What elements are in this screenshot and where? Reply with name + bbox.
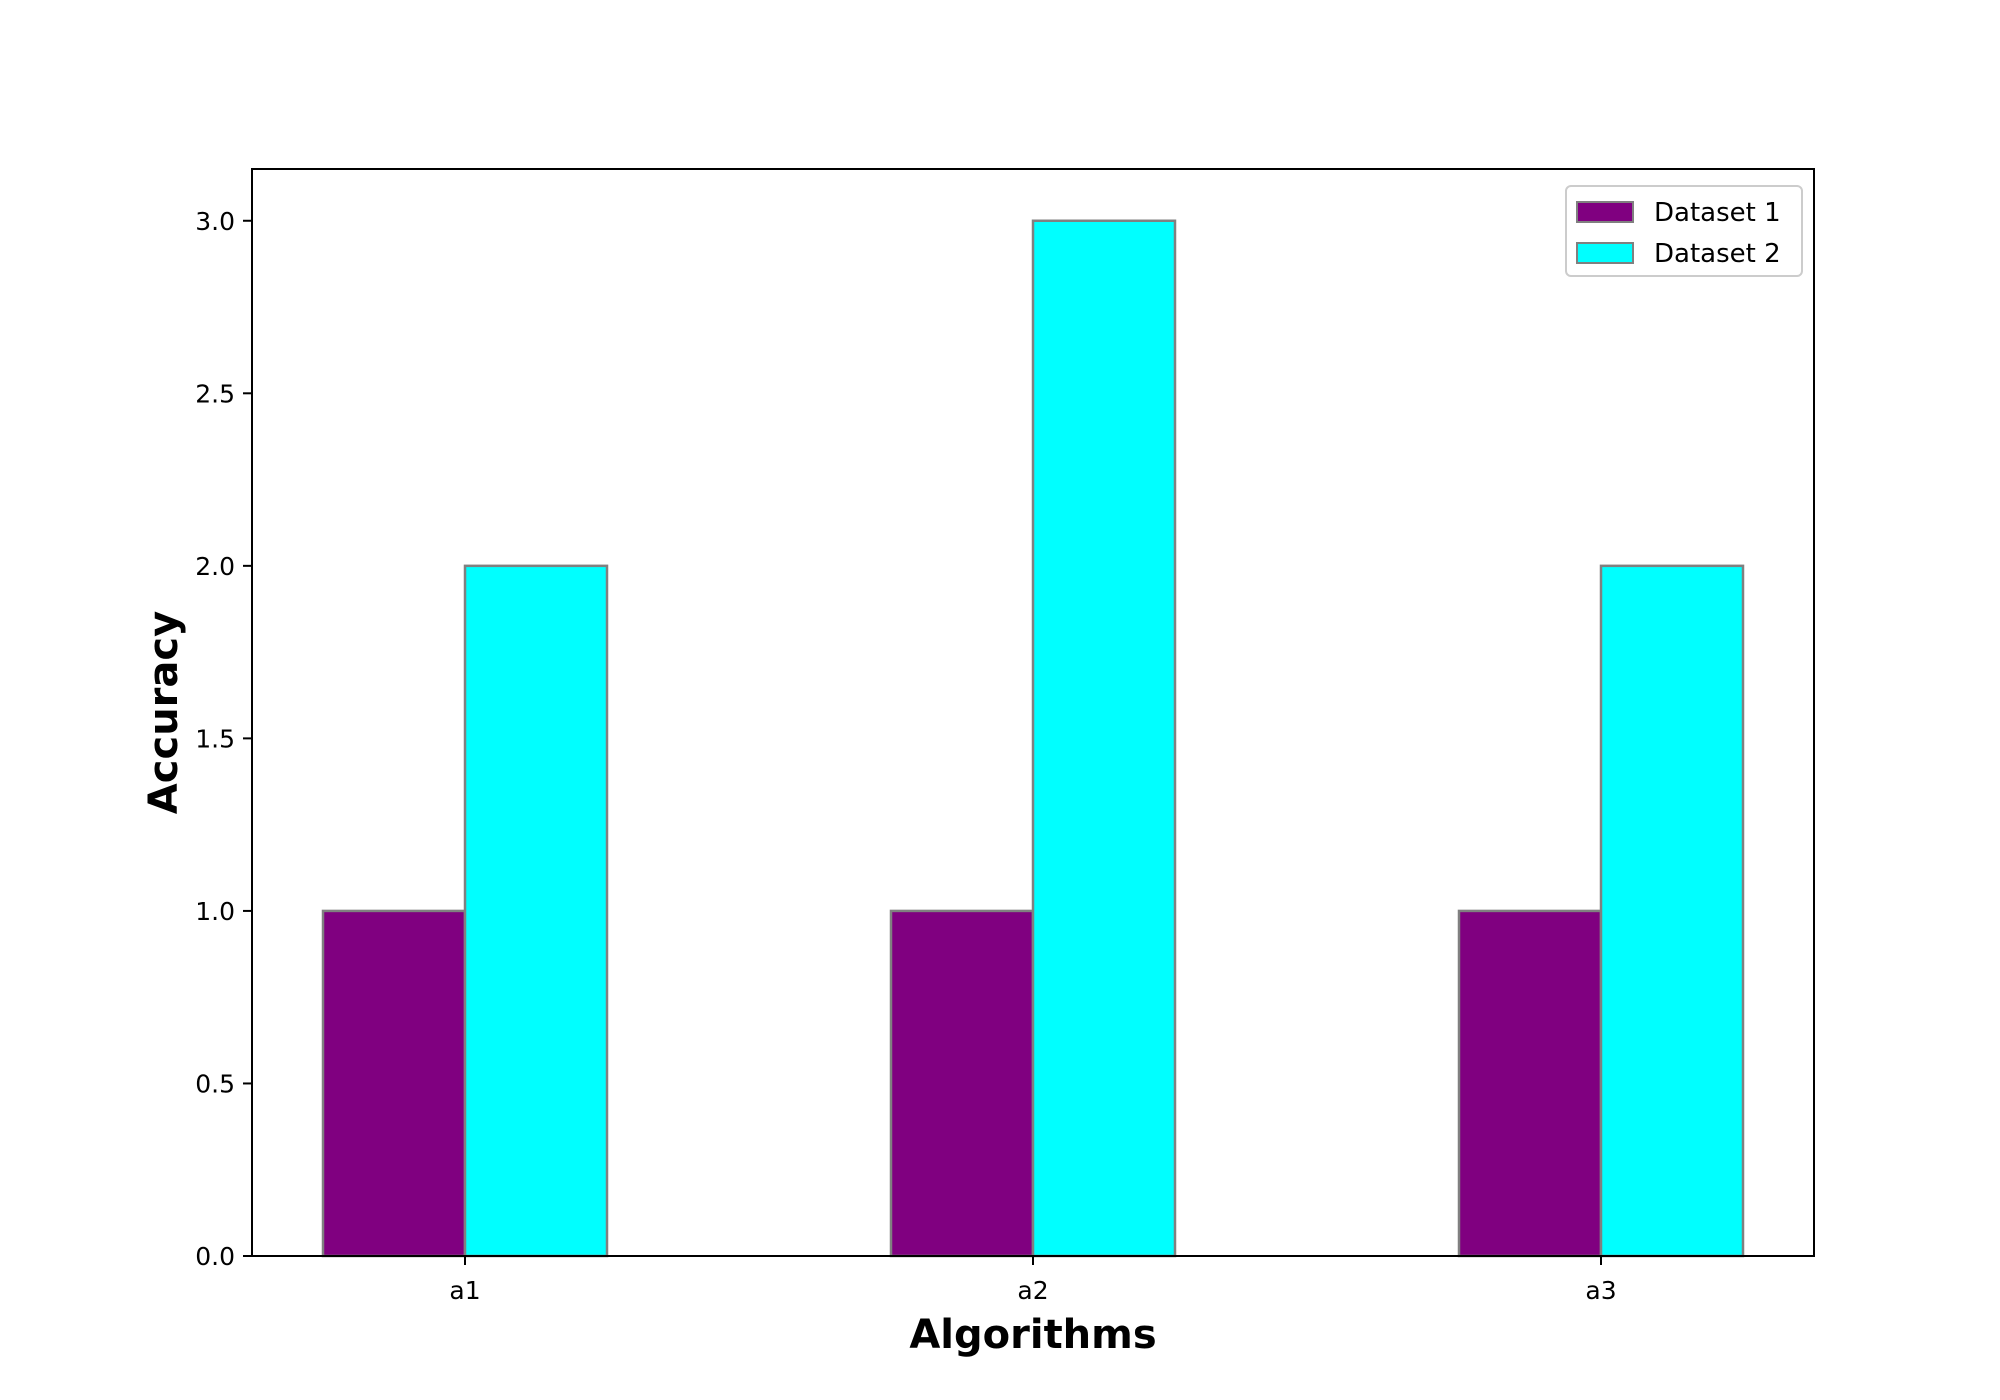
y-tick-label: 3.0 xyxy=(195,207,235,236)
x-tick-label-a3: a3 xyxy=(1585,1276,1616,1305)
x-tick-label-a2: a2 xyxy=(1017,1276,1048,1305)
legend-swatch-series-1 xyxy=(1576,201,1634,223)
bar-a1-series-1 xyxy=(321,909,467,1258)
bar-a2-series-2 xyxy=(1031,219,1177,1258)
bar-a1-series-2 xyxy=(463,564,609,1258)
y-axis: 0.0 0.5 1.0 1.5 2.0 2.5 3.0 xyxy=(195,207,252,1271)
bar-a3-series-1 xyxy=(1457,909,1603,1258)
y-tick-label: 1.5 xyxy=(195,724,235,753)
bars-layer xyxy=(321,219,1745,1258)
bar-a2-series-1 xyxy=(889,909,1035,1258)
y-tick-label: 2.0 xyxy=(195,552,235,581)
y-tick-label: 2.5 xyxy=(195,379,235,408)
y-tick-label: 1.0 xyxy=(195,897,235,926)
y-tick-label: 0.5 xyxy=(195,1069,235,1098)
x-axis: a1 a2 a3 xyxy=(449,1256,1617,1305)
legend: Dataset 1 Dataset 2 xyxy=(1565,185,1803,277)
plot-frame xyxy=(251,168,1815,1257)
y-tick-label: 0.0 xyxy=(195,1242,235,1271)
y-axis-title: Accuracy xyxy=(141,611,187,814)
bar-a3-series-2 xyxy=(1599,564,1745,1258)
legend-label-series-2: Dataset 2 xyxy=(1654,239,1781,269)
legend-swatch-series-2 xyxy=(1576,242,1634,264)
x-tick-label-a1: a1 xyxy=(449,1276,480,1305)
x-axis-title: Algorithms xyxy=(909,1312,1156,1358)
legend-label-series-1: Dataset 1 xyxy=(1654,198,1781,228)
